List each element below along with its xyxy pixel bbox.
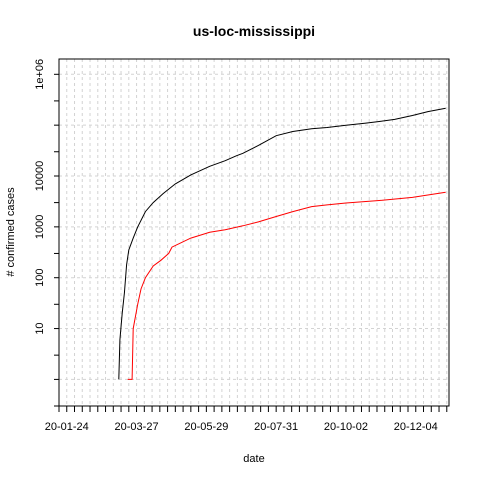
y-tick-label: 100 xyxy=(34,269,46,287)
y-axis-label: # confirmed cases xyxy=(5,187,17,277)
x-tick-label: 20-10-02 xyxy=(324,421,368,433)
y-tick-label: 10000 xyxy=(34,161,46,192)
series-line xyxy=(127,191,446,380)
axes: 20-01-24 20-03-27 20-05-29 20-07-31 20-10-02… xyxy=(34,59,448,433)
x-axis-label: date xyxy=(243,453,264,465)
plot-frame xyxy=(58,58,450,407)
x-tick-label: 20-03-27 xyxy=(115,421,159,433)
series-lines xyxy=(118,107,446,380)
y-tick-label: 1000 xyxy=(34,215,46,239)
chart-title: us-loc-mississippi xyxy=(193,23,315,39)
y-tick-label: 10 xyxy=(34,322,46,334)
x-tick-label: 20-07-31 xyxy=(254,421,298,433)
y-tick-label: 1e+06 xyxy=(34,59,46,90)
series-line xyxy=(118,107,446,380)
grid-lines xyxy=(58,59,449,406)
x-tick-label: 20-05-29 xyxy=(184,421,228,433)
x-tick-label: 20-01-24 xyxy=(45,421,89,433)
x-tick-label: 20-12-04 xyxy=(394,421,438,433)
